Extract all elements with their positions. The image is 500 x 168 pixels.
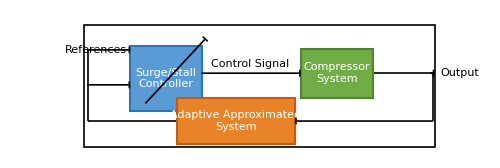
Text: Adaptive Approximated
System: Adaptive Approximated System	[170, 110, 302, 132]
Text: Control Signal: Control Signal	[212, 59, 290, 69]
Text: Output: Output	[440, 68, 479, 78]
FancyBboxPatch shape	[301, 49, 372, 98]
FancyBboxPatch shape	[177, 98, 295, 144]
FancyBboxPatch shape	[130, 46, 202, 111]
Text: Compressor
System: Compressor System	[304, 62, 370, 84]
Text: References: References	[64, 45, 126, 55]
Text: Surge/Stall
Controller: Surge/Stall Controller	[136, 68, 196, 89]
